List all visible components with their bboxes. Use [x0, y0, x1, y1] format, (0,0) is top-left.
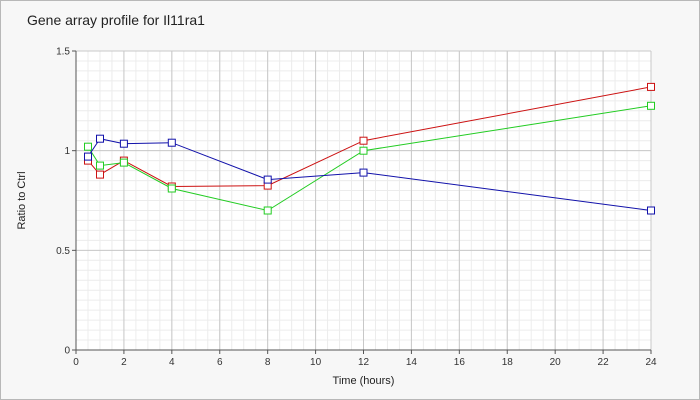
- x-tick-label: 20: [550, 357, 562, 368]
- data-point-marker: [359, 146, 368, 155]
- y-tick-label: 0: [64, 346, 70, 357]
- y-tick-label: 1: [64, 146, 70, 157]
- data-point-marker: [84, 152, 92, 161]
- data-point-marker: [84, 142, 92, 151]
- x-axis-label: Time (hours): [333, 375, 395, 387]
- data-point-marker: [167, 184, 176, 193]
- x-tick-label: 10: [310, 357, 322, 368]
- data-point-marker: [96, 170, 104, 179]
- data-point-marker: [167, 138, 176, 147]
- x-tick-label: 12: [358, 357, 370, 368]
- data-point-marker: [119, 139, 128, 148]
- data-point-marker: [647, 206, 655, 215]
- y-tick-label: 0.5: [56, 246, 70, 257]
- data-point-marker: [647, 82, 655, 91]
- x-tick-label: 0: [73, 357, 79, 368]
- x-tick-label: 16: [454, 357, 466, 368]
- series-3: [84, 134, 655, 215]
- axis-labels: Time (hours) Ratio to Ctrl: [16, 171, 394, 387]
- x-tick-label: 14: [406, 357, 418, 368]
- x-tick-label: 4: [169, 357, 175, 368]
- data-point-marker: [359, 168, 368, 177]
- data-point-marker: [96, 134, 104, 143]
- data-point-marker: [647, 101, 655, 110]
- data-point-marker: [263, 206, 272, 215]
- x-tick-label: 18: [502, 357, 514, 368]
- data-point-marker: [359, 136, 368, 145]
- data-point-marker: [263, 175, 272, 184]
- y-tick-label: 1.5: [56, 47, 70, 58]
- y-axis-label: Ratio to Ctrl: [16, 171, 28, 229]
- data-point-marker: [96, 161, 104, 170]
- x-tick-label: 2: [121, 357, 127, 368]
- data-point-marker: [119, 158, 128, 167]
- grid: [75, 50, 652, 351]
- x-tick-label: 6: [217, 357, 223, 368]
- series-2: [84, 101, 655, 215]
- x-tick-label: 22: [598, 357, 610, 368]
- chart-title: Gene array profile for Il11ra1: [27, 12, 205, 28]
- x-tick-label: 24: [645, 357, 657, 368]
- series-group: [84, 82, 655, 215]
- x-tick-label: 8: [265, 357, 271, 368]
